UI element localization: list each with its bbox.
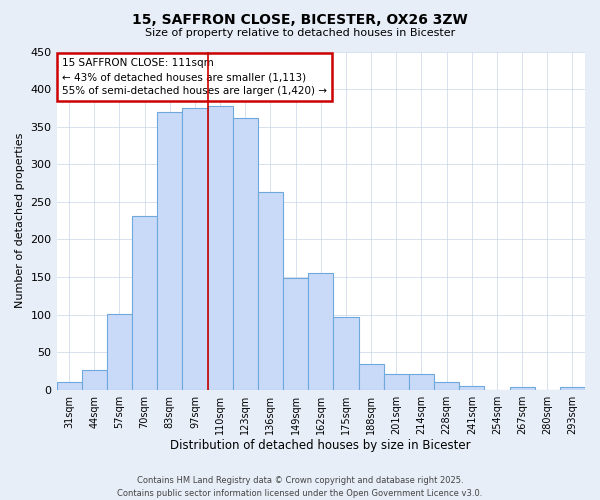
Bar: [208, 106, 233, 390]
Bar: [157, 112, 182, 390]
Bar: [182, 108, 208, 390]
Y-axis label: Number of detached properties: Number of detached properties: [15, 133, 25, 308]
Bar: [509, 388, 535, 390]
Bar: [434, 382, 459, 390]
Bar: [56, 382, 82, 390]
Bar: [359, 364, 383, 390]
Bar: [560, 388, 585, 390]
Bar: [308, 273, 334, 390]
Text: 15, SAFFRON CLOSE, BICESTER, OX26 3ZW: 15, SAFFRON CLOSE, BICESTER, OX26 3ZW: [132, 12, 468, 26]
Bar: [233, 118, 258, 390]
Bar: [82, 370, 107, 390]
Text: 15 SAFFRON CLOSE: 111sqm
← 43% of detached houses are smaller (1,113)
55% of sem: 15 SAFFRON CLOSE: 111sqm ← 43% of detach…: [62, 58, 327, 96]
Bar: [383, 374, 409, 390]
Text: Size of property relative to detached houses in Bicester: Size of property relative to detached ho…: [145, 28, 455, 38]
X-axis label: Distribution of detached houses by size in Bicester: Distribution of detached houses by size …: [170, 440, 471, 452]
Bar: [409, 374, 434, 390]
Bar: [334, 317, 359, 390]
Text: Contains HM Land Registry data © Crown copyright and database right 2025.
Contai: Contains HM Land Registry data © Crown c…: [118, 476, 482, 498]
Bar: [132, 216, 157, 390]
Bar: [258, 192, 283, 390]
Bar: [107, 314, 132, 390]
Bar: [283, 278, 308, 390]
Bar: [459, 386, 484, 390]
